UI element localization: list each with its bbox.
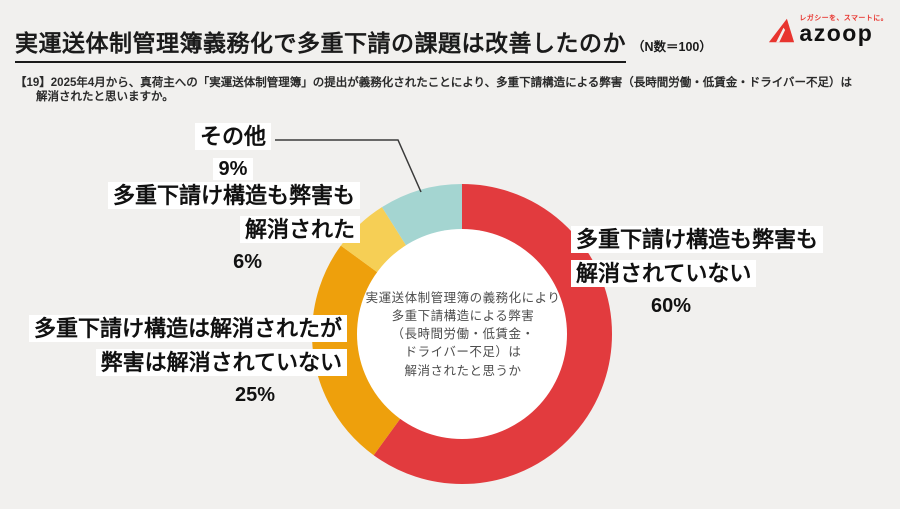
label-orange-pct: 25% (234, 384, 275, 406)
label-other-pct: 9% (212, 158, 254, 180)
label-yellow-line2: 解消された (239, 216, 360, 243)
azoop-triangle-icon (769, 18, 795, 42)
label-segment-orange: 多重下請け構造は解消されたが 弊害は解消されていない 25% (28, 313, 347, 410)
label-yellow-pct: 6% (233, 251, 262, 273)
page-header: 実運送体制管理簿義務化で多重下請の課題は改善したのか （N数＝100） (15, 24, 712, 63)
logo-wordmark: azoop (799, 20, 874, 46)
logo-tagline: レガシーを、スマートに。 (799, 15, 888, 22)
label-segment-other: その他 9% (178, 121, 288, 184)
label-red-pct: 60% (651, 295, 692, 317)
survey-question-line1: 【19】2025年4月から、真荷主への「実運送体制管理簿」の提出が義務化されたこ… (15, 77, 852, 89)
label-red-line2: 解消されていない (571, 260, 757, 287)
page-title: 実運送体制管理簿義務化で多重下請の課題は改善したのか (15, 24, 626, 63)
label-orange-line1: 多重下請け構造は解消されたが (28, 315, 347, 342)
logo-text-column: レガシーを、スマートに。 azoop (799, 13, 888, 44)
survey-question: 【19】2025年4月から、真荷主への「実運送体制管理簿」の提出が義務化されたこ… (15, 77, 852, 104)
azoop-logo: レガシーを、スマートに。 azoop (768, 13, 888, 44)
label-segment-yellow: 多重下請け構造も弊害も 解消された 6% (107, 180, 360, 277)
label-segment-red: 多重下請け構造も弊害も 解消されていない 60% (571, 224, 824, 321)
sample-size-label: （N数＝100） (632, 40, 712, 54)
label-red-line1: 多重下請け構造も弊害も (571, 226, 824, 253)
other-label-leader-line (275, 139, 422, 193)
label-other-line1: その他 (194, 123, 271, 150)
donut-segment-3 (312, 184, 612, 484)
label-yellow-line1: 多重下請け構造も弊害も (107, 182, 360, 209)
label-orange-line2: 弊害は解消されていない (95, 349, 347, 376)
donut-hole (357, 229, 567, 439)
donut-center-text: 実運送体制管理簿の義務化により 多重下請構造による弊害 （長時間労働・低賃金・ … (365, 291, 561, 378)
survey-question-line2: 解消されたと思いますか。 (36, 90, 174, 103)
